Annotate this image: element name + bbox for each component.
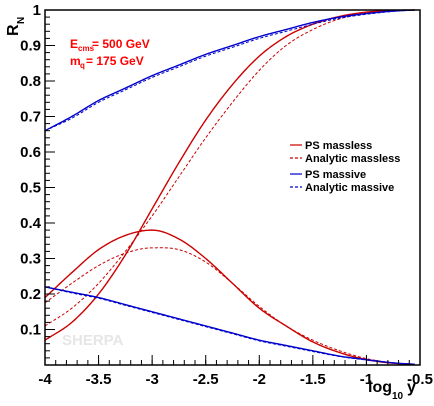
y-tick-label: 0.4	[20, 215, 42, 232]
y-axis-title-main: R	[5, 24, 22, 36]
x-tick-label: -1	[360, 371, 373, 388]
x-axis-title-main: log	[368, 379, 392, 396]
x-tick-label: -2	[253, 371, 266, 388]
x-tick-label: -4	[38, 371, 52, 388]
ecms-label-main: E	[70, 37, 78, 51]
y-tick-label: 0.7	[20, 109, 41, 126]
mass-annotation: m q = 175 GeV	[70, 54, 144, 70]
ecms-value: = 500 GeV	[92, 37, 150, 51]
series-layer	[44, 9, 415, 365]
x-tick-label: -1.5	[300, 371, 326, 388]
series-line-0	[44, 9, 415, 341]
y-tick-label: 0.3	[20, 251, 41, 268]
y-tick-label: 0.2	[20, 286, 41, 303]
mq-label-main: m	[70, 54, 81, 68]
x-tick-label: -0.5	[407, 371, 433, 388]
y-tick-label: 0.8	[20, 73, 41, 90]
x-axis-title: log 10 y	[368, 379, 416, 402]
x-axis-title-var: y	[407, 379, 416, 396]
y-tick-label: 0.5	[20, 180, 41, 197]
series-line-2	[44, 9, 415, 132]
ticks-layer: -4 -3.5 -3 -2.5 -2 -1.5 -1 -0.5 0.1 0.2 0.3 0.4 0.5 0…	[20, 2, 433, 388]
mq-label-sub: q	[80, 61, 85, 70]
series-line-3	[44, 9, 415, 132]
legend-label: PS massive	[305, 169, 366, 181]
legend-label: Analytic massless	[305, 153, 400, 165]
y-tick-label: 0.6	[20, 144, 41, 161]
y-tick-label: 0.1	[20, 322, 41, 339]
y-axis-title: R N	[5, 17, 27, 36]
y-tick-label: 0.9	[20, 38, 41, 55]
x-tick-label: -2.5	[193, 371, 219, 388]
y-tick-label: 1	[33, 2, 41, 19]
series-line-4	[44, 229, 415, 365]
x-axis-title-sub: 10	[392, 391, 404, 402]
x-tick-label: -3.5	[86, 371, 112, 388]
watermark-text: SHERPA	[62, 332, 124, 349]
mq-value: = 175 GeV	[86, 54, 144, 68]
ecms-label-sub: cms	[78, 44, 95, 53]
series-line-7	[44, 286, 415, 365]
legend-label: Analytic massive	[305, 182, 394, 194]
energy-annotation: E cms = 500 GeV	[70, 37, 150, 53]
legend-label: PS massless	[305, 140, 372, 152]
series-line-5	[44, 247, 415, 365]
x-tick-label: -3	[145, 371, 158, 388]
y-axis-title-sub: N	[16, 17, 27, 24]
